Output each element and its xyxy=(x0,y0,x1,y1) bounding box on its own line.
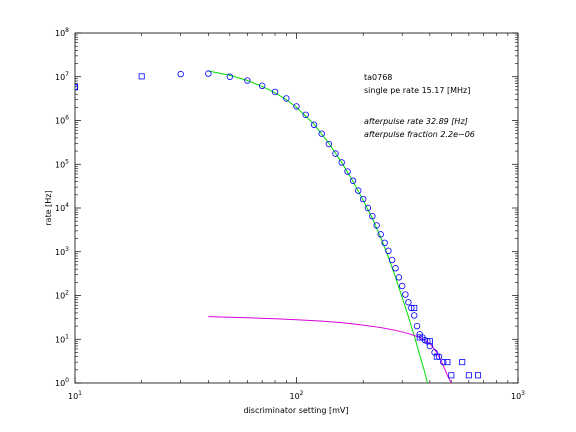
fit-curve-green xyxy=(208,70,428,383)
y-tick-label: 101 xyxy=(55,333,69,344)
data-point-square xyxy=(138,73,145,80)
series-layer xyxy=(75,70,482,383)
data-point-square xyxy=(75,84,79,91)
annotation-afterpulse-rate: afterpulse rate 32.89 [Hz] xyxy=(364,117,468,126)
data-point-circle xyxy=(411,312,418,319)
data-point-circle xyxy=(226,73,234,80)
data-point-circle xyxy=(388,256,396,264)
y-axis-label: rate [Hz] xyxy=(44,190,53,225)
annotation-single-pe-rate: single pe rate 15.17 [MHz] xyxy=(364,86,470,95)
data-point-circle xyxy=(359,195,367,203)
data-point-square xyxy=(433,353,440,360)
data-point-circle xyxy=(355,187,362,194)
data-point-square xyxy=(475,372,482,379)
data-point-circle xyxy=(377,231,384,238)
annotations: ta0768 single pe rate 15.17 [MHz] afterp… xyxy=(364,73,475,139)
data-point-circle xyxy=(402,291,409,298)
data-point-circle xyxy=(398,282,406,290)
data-point-square xyxy=(465,372,472,379)
data-point-circle xyxy=(369,212,376,220)
y-tick-label: 107 xyxy=(55,71,69,82)
data-point-circle xyxy=(325,140,333,148)
data-point-square xyxy=(459,359,466,366)
data-point-circle xyxy=(283,95,290,102)
data-point-circle xyxy=(338,159,345,166)
annotation-afterpulse-fraction: afterpulse fraction 2.2e−06 xyxy=(364,130,475,139)
data-point-circle xyxy=(405,299,412,306)
data-point-circle xyxy=(392,265,399,272)
x-axis: 101 102 103 xyxy=(68,33,525,401)
x-tick-label: 101 xyxy=(68,390,82,401)
data-point-circle xyxy=(344,168,351,175)
data-point-circle xyxy=(258,82,266,90)
data-point-circle xyxy=(310,121,318,128)
x-tick-label: 103 xyxy=(511,390,525,401)
x-axis-label: discriminator setting [mV] xyxy=(243,406,348,415)
data-point-circle xyxy=(381,239,388,247)
plot-area xyxy=(74,32,519,384)
data-point-circle xyxy=(177,70,184,78)
data-point-circle xyxy=(413,322,421,330)
y-tick-label: 104 xyxy=(55,202,69,213)
data-point-square xyxy=(411,304,418,311)
data-point-square xyxy=(426,338,433,345)
data-point-circle xyxy=(271,88,279,96)
data-point-circle xyxy=(293,103,300,110)
data-point-circle xyxy=(385,247,392,255)
y-tick-label: 103 xyxy=(55,246,69,257)
data-point-circle xyxy=(395,274,403,281)
data-point-circle xyxy=(440,358,447,366)
y-tick-label: 100 xyxy=(55,377,69,388)
data-point-circle xyxy=(364,204,372,212)
y-axis: 100 101 102 103 104 105 106 107 108 xyxy=(55,27,518,388)
x-tick-label: 102 xyxy=(289,390,303,401)
y-tick-label: 106 xyxy=(55,115,69,126)
data-point-circle xyxy=(318,130,325,137)
data-point-circle xyxy=(244,77,251,84)
data-point-circle xyxy=(205,70,212,77)
data-point-circle xyxy=(349,177,357,184)
data-point-square xyxy=(448,372,455,379)
data-point-circle xyxy=(426,342,434,350)
annotation-tube-id: ta0768 xyxy=(364,73,392,82)
data-point-circle xyxy=(332,150,339,157)
data-point-circle xyxy=(373,222,380,229)
y-tick-label: 105 xyxy=(55,158,69,169)
y-tick-label: 102 xyxy=(55,290,69,301)
data-point-square xyxy=(444,359,451,366)
y-tick-label: 108 xyxy=(55,27,69,38)
data-point-square xyxy=(416,334,423,341)
data-point-circle xyxy=(302,111,309,118)
